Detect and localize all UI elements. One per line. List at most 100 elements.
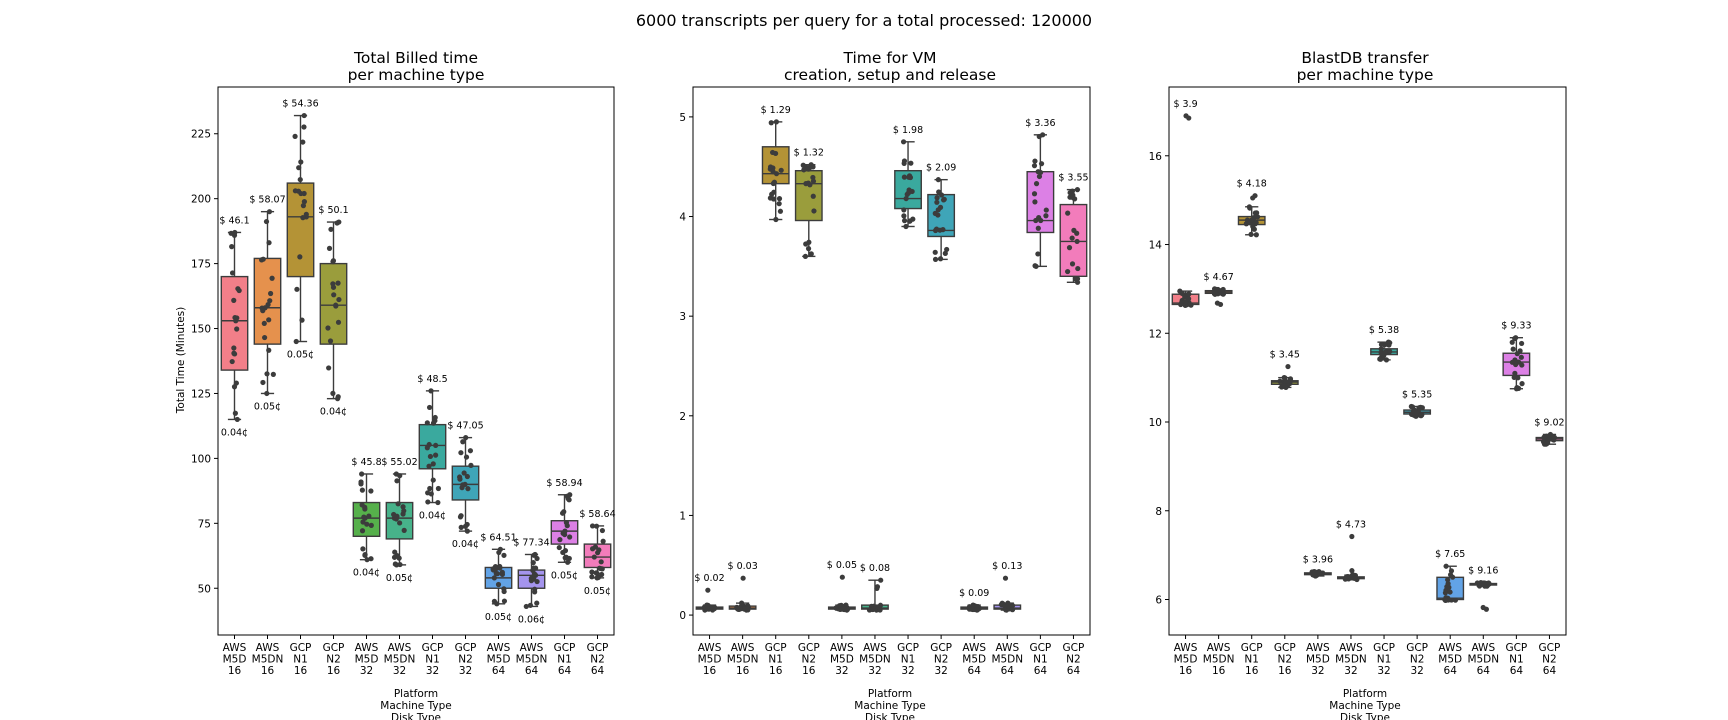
data-point: [424, 445, 430, 451]
data-point: [770, 169, 776, 175]
data-point: [425, 499, 431, 505]
data-point: [427, 453, 434, 460]
data-point: [742, 606, 748, 612]
data-point: [1248, 231, 1254, 237]
data-point: [968, 606, 975, 612]
data-point: [534, 555, 540, 562]
data-point: [932, 210, 938, 217]
data-point: [1032, 158, 1038, 164]
x-tick-label: 32: [393, 665, 406, 677]
data-point: [1043, 207, 1049, 213]
x-tick-label: 16: [228, 665, 242, 677]
data-point: [229, 244, 235, 250]
data-point: [833, 605, 839, 611]
data-point: [462, 523, 469, 529]
data-point: [736, 605, 743, 611]
cost-annotation: $ 0.09: [959, 588, 989, 599]
data-point: [937, 256, 944, 262]
data-point: [808, 251, 814, 257]
data-point: [296, 165, 302, 171]
x-tick-label: AWS: [1306, 642, 1330, 654]
x-tick-label: N1: [1244, 654, 1259, 666]
data-point: [293, 338, 299, 345]
cost-annotation: $ 3.55: [1058, 173, 1088, 184]
data-point: [330, 390, 336, 396]
data-point: [932, 256, 939, 262]
data-point: [1186, 291, 1192, 297]
box-aws-m5d-32: $ 0.05: [827, 560, 857, 613]
data-point: [366, 513, 372, 519]
y-tick-label: 125: [191, 388, 211, 400]
data-point: [297, 176, 303, 183]
cost-annotation: $ 3.45: [1270, 350, 1300, 361]
data-point: [391, 554, 398, 560]
data-point: [232, 314, 238, 321]
x-tick-label: M5D: [1306, 654, 1330, 666]
data-point: [777, 208, 784, 214]
x-tick-label: N2: [934, 654, 949, 666]
data-point: [1066, 245, 1073, 251]
data-point: [294, 286, 300, 292]
x-tick-label: AWS: [355, 642, 379, 654]
x-tick-label: 64: [558, 665, 572, 677]
panel-blastdb-transfer: BlastDB transfer per machine type Platfo…: [1149, 49, 1567, 720]
data-point: [261, 320, 267, 327]
data-point: [935, 177, 941, 183]
data-point: [1509, 339, 1515, 345]
x-tick-label: N1: [557, 654, 572, 666]
data-point: [359, 528, 366, 534]
x-tick-label: 64: [1510, 665, 1524, 677]
box-gcp-n2-64: $ 9.02: [1534, 417, 1565, 447]
y-tick-label: 0: [679, 610, 686, 622]
panel-3-title-line-1: BlastDB transfer: [1301, 49, 1429, 67]
cost-annotation: $ 0.03: [728, 561, 758, 572]
x-tick-label: M5D: [1438, 654, 1462, 666]
box-aws-m5d-32: $ 3.96: [1303, 555, 1333, 579]
box-gcp-n2-64: $ 3.55: [1058, 173, 1089, 285]
data-point: [1413, 410, 1419, 416]
x-tick-label: N2: [1542, 654, 1557, 666]
data-point: [562, 555, 568, 561]
panel-3-marks: 6810121416AWSM5D16AWSM5DN16GCPN116GCPN21…: [1149, 86, 1567, 677]
x-tick-label: GCP: [455, 642, 477, 654]
data-point: [468, 462, 474, 468]
x-tick-label: 16: [703, 665, 717, 677]
data-point: [1036, 173, 1043, 180]
data-point: [260, 379, 266, 386]
outlier-point: [705, 587, 711, 593]
x-tick-label: N1: [293, 654, 308, 666]
data-point: [368, 522, 374, 528]
data-point: [901, 207, 907, 213]
data-point: [534, 600, 540, 606]
panel-3-x-axis-label-line-1: Platform: [1343, 688, 1387, 700]
data-point: [1074, 187, 1081, 193]
panel-1-title-line-1: Total Billed time: [353, 49, 478, 67]
data-point: [1408, 411, 1415, 417]
data-point: [260, 256, 266, 262]
x-tick-label: AWS: [1339, 642, 1363, 654]
data-point: [942, 250, 948, 256]
data-point: [773, 119, 779, 125]
cost-annotation: $ 58.07: [249, 195, 285, 206]
panel-2-x-axis-label-line-2: Machine Type: [854, 700, 925, 712]
panel-1-marks: 5075100125150175200225AWSM5D16AWSM5DN16G…: [191, 86, 616, 677]
data-point: [901, 218, 908, 224]
data-point: [530, 560, 536, 566]
box-aws-m5dn-32: $ 55.02 0.05¢: [381, 457, 417, 584]
data-point: [599, 527, 605, 534]
box-aws-m5d-64: $ 7.65: [1435, 549, 1465, 603]
x-tick-label: GCP: [1029, 642, 1051, 654]
data-point: [1486, 581, 1492, 587]
data-point: [591, 554, 597, 560]
y-tick-label: 6: [1155, 595, 1162, 607]
data-point: [907, 218, 913, 224]
data-point: [267, 298, 273, 304]
data-point: [1032, 199, 1038, 205]
data-point: [1512, 370, 1518, 376]
data-point: [331, 292, 337, 298]
data-point: [768, 120, 774, 126]
y-tick-label: 5: [679, 112, 686, 124]
cost-annotation: $ 58.64: [579, 509, 615, 520]
x-tick-label: N2: [1278, 654, 1293, 666]
data-point: [435, 499, 441, 506]
